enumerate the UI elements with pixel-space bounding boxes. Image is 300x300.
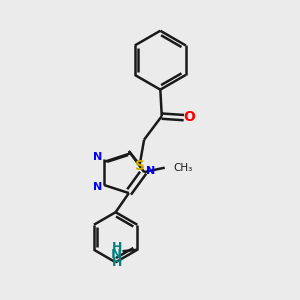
Text: O: O	[183, 110, 195, 124]
Text: N: N	[93, 152, 102, 162]
Text: N: N	[146, 166, 155, 176]
Text: N: N	[111, 248, 122, 261]
Text: CH₃: CH₃	[173, 163, 192, 173]
Text: S: S	[135, 159, 145, 173]
Text: N: N	[93, 182, 102, 192]
Text: H: H	[112, 256, 122, 269]
Text: H: H	[112, 241, 122, 254]
